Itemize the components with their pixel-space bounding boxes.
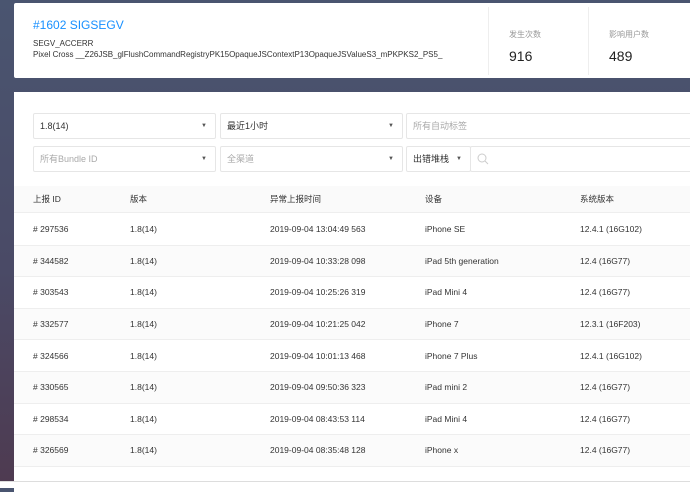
cell-report-id: # 324566 [33, 350, 69, 361]
issue-summary-card: #1602 SIGSEGV SEGV_ACCERR Pixel Cross __… [14, 3, 690, 78]
cell-os-version: 12.4 (16G77) [580, 255, 631, 266]
caret-down-icon: ▼ [456, 156, 462, 162]
channel-select[interactable]: 全渠道 ▼ [220, 146, 403, 172]
col-device: 设备 [425, 194, 443, 204]
issue-type: SEGV_ACCERR [33, 39, 94, 48]
search-type-value: 出错堆栈 [413, 154, 450, 164]
table-row[interactable]: # 344582 1.8(14) 2019-09-04 10:33:28 098 iP… [14, 245, 690, 278]
search-icon [477, 153, 489, 165]
cell-device: iPhone SE [425, 224, 466, 235]
cell-time: 2019-09-04 10:01:13 468 [270, 350, 366, 361]
cell-device: iPad Mini 4 [425, 413, 468, 424]
table-row[interactable]: # 326569 1.8(14) 2019-09-04 08:35:48 128 iP… [14, 435, 690, 467]
cell-device: iPhone x [425, 445, 459, 456]
cell-report-id: # 298534 [33, 413, 69, 424]
cell-time: 2019-09-04 08:43:53 114 [270, 413, 365, 424]
table-row[interactable]: # 330565 1.8(14) 2019-09-04 09:50:36 323 iP… [14, 372, 690, 404]
table-header: 上报 ID 版本 异常上报时间 设备 系统版本 [14, 186, 690, 213]
bundle-placeholder: 所有Bundle ID [40, 154, 98, 164]
caret-down-icon: ▼ [201, 156, 207, 162]
reports-card: 1.8(14) ▼ 最近1小时 ▼ 所有自动标签 所有Bundle ID ▼ 全渠道 ▼… [14, 92, 690, 492]
caret-down-icon: ▼ [388, 123, 394, 129]
cell-report-id: # 326569 [33, 445, 69, 456]
search-type-select[interactable]: 出错堆栈 ▼ [406, 146, 471, 172]
caret-down-icon: ▼ [201, 123, 207, 129]
cell-report-id: # 344582 [33, 255, 69, 266]
cell-report-id: # 330565 [33, 382, 69, 393]
cell-device: iPad 5th generation [425, 255, 499, 266]
cell-os-version: 12.4.1 (16G102) [580, 224, 642, 235]
cell-time: 2019-09-04 10:21:25 042 [270, 319, 366, 330]
cell-time: 2019-09-04 10:25:26 319 [270, 287, 366, 298]
cell-os-version: 12.3.1 (16F203) [580, 319, 641, 330]
cell-report-id: # 332577 [33, 319, 69, 330]
cell-version: 1.8(14) [130, 319, 157, 330]
col-time: 异常上报时间 [270, 194, 322, 204]
channel-placeholder: 全渠道 [227, 154, 255, 164]
auto-tags-input[interactable]: 所有自动标签 [406, 113, 690, 139]
cell-os-version: 12.4.1 (16G102) [580, 350, 642, 361]
col-version: 版本 [130, 194, 148, 204]
version-select[interactable]: 1.8(14) ▼ [33, 113, 216, 139]
time-range-select[interactable]: 最近1小时 ▼ [220, 113, 403, 139]
cell-version: 1.8(14) [130, 445, 157, 456]
tags-placeholder: 所有自动标签 [413, 121, 468, 131]
cell-time: 2019-09-04 10:33:28 098 [270, 255, 366, 266]
cell-version: 1.8(14) [130, 413, 157, 424]
bundle-id-select[interactable]: 所有Bundle ID ▼ [33, 146, 216, 172]
stat-affected-users: 影响用户数 489 [588, 7, 690, 75]
col-report-id: 上报 ID [33, 194, 61, 204]
stat-label: 影响用户数 [609, 30, 649, 39]
version-value: 1.8(14) [40, 121, 69, 131]
cell-os-version: 12.4 (16G77) [580, 287, 631, 298]
cell-device: iPhone 7 Plus [425, 350, 478, 361]
cell-time: 2019-09-04 13:04:49 563 [270, 224, 366, 235]
cell-os-version: 12.4 (16G77) [580, 445, 631, 456]
time-range-value: 最近1小时 [227, 121, 269, 131]
cell-report-id: # 303543 [33, 287, 69, 298]
issue-stack: Pixel Cross __Z26JSB_glFlushCommandRegis… [33, 50, 443, 59]
cell-time: 2019-09-04 08:35:48 128 [270, 445, 366, 456]
cell-os-version: 12.4 (16G77) [580, 382, 631, 393]
table-row[interactable]: # 298534 1.8(14) 2019-09-04 08:43:53 114 iP… [14, 403, 690, 436]
table-row[interactable]: # 324566 1.8(14) 2019-09-04 10:01:13 468 iP… [14, 340, 690, 372]
stat-value: 916 [509, 48, 533, 64]
cell-device: iPad mini 2 [425, 382, 468, 393]
bottom-bar [0, 481, 690, 488]
stat-value: 489 [609, 48, 633, 64]
cell-os-version: 12.4 (16G77) [580, 413, 631, 424]
cell-time: 2019-09-04 09:50:36 323 [270, 382, 366, 393]
cell-version: 1.8(14) [130, 255, 157, 266]
table-row[interactable]: # 297536 1.8(14) 2019-09-04 13:04:49 563 iP… [14, 214, 690, 246]
cell-version: 1.8(14) [130, 287, 157, 298]
issue-title[interactable]: #1602 SIGSEGV [33, 18, 124, 32]
stat-occurrences: 发生次数 916 [488, 7, 588, 75]
col-os-version: 系统版本 [580, 194, 615, 204]
cell-version: 1.8(14) [130, 224, 157, 235]
caret-down-icon: ▼ [388, 156, 394, 162]
cell-device: iPad Mini 4 [425, 287, 468, 298]
cell-device: iPhone 7 [425, 319, 459, 330]
table-row[interactable]: # 332577 1.8(14) 2019-09-04 10:21:25 042 iP… [14, 308, 690, 341]
cell-report-id: # 297536 [33, 224, 69, 235]
stat-label: 发生次数 [509, 30, 541, 39]
search-input[interactable] [470, 146, 690, 172]
table-row[interactable]: # 303543 1.8(14) 2019-09-04 10:25:26 319 iP… [14, 277, 690, 309]
cell-version: 1.8(14) [130, 350, 157, 361]
cell-version: 1.8(14) [130, 382, 157, 393]
